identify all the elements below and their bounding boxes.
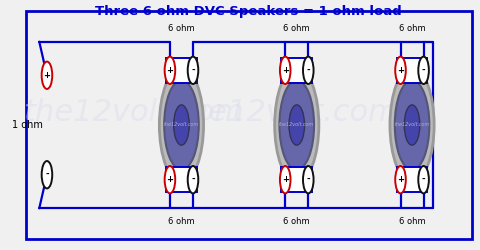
Circle shape bbox=[418, 57, 429, 84]
Text: 6 ohm: 6 ohm bbox=[399, 218, 425, 226]
Text: -: - bbox=[306, 175, 310, 184]
Text: -: - bbox=[191, 66, 195, 75]
Circle shape bbox=[165, 166, 175, 193]
Circle shape bbox=[280, 166, 290, 193]
Text: the12volt.com: the12volt.com bbox=[395, 122, 430, 128]
Text: -: - bbox=[45, 170, 49, 179]
Circle shape bbox=[418, 166, 429, 193]
Text: +: + bbox=[44, 71, 50, 80]
Circle shape bbox=[303, 57, 313, 84]
Text: -: - bbox=[422, 175, 425, 184]
Text: -: - bbox=[306, 66, 310, 75]
Text: +: + bbox=[282, 66, 289, 75]
Circle shape bbox=[395, 166, 406, 193]
Circle shape bbox=[289, 105, 304, 145]
Circle shape bbox=[279, 80, 314, 170]
Text: +: + bbox=[167, 175, 173, 184]
Text: 6 ohm: 6 ohm bbox=[399, 24, 425, 32]
Circle shape bbox=[188, 57, 198, 84]
Text: the12volt.com: the12volt.com bbox=[279, 122, 314, 128]
Circle shape bbox=[42, 62, 52, 89]
Bar bbox=[396, 58, 427, 83]
Text: the12volt.com: the12volt.com bbox=[177, 98, 397, 127]
Text: 6 ohm: 6 ohm bbox=[168, 24, 195, 32]
Circle shape bbox=[395, 80, 429, 170]
Circle shape bbox=[174, 105, 189, 145]
Circle shape bbox=[280, 57, 290, 84]
Circle shape bbox=[42, 161, 52, 188]
Text: +: + bbox=[397, 66, 404, 75]
Text: 6 ohm: 6 ohm bbox=[284, 24, 310, 32]
Bar bbox=[166, 58, 197, 83]
Circle shape bbox=[303, 166, 313, 193]
Text: Three 6 ohm DVC Speakers = 1 ohm load: Three 6 ohm DVC Speakers = 1 ohm load bbox=[96, 6, 402, 18]
Circle shape bbox=[395, 57, 406, 84]
Circle shape bbox=[165, 57, 175, 84]
Bar bbox=[166, 167, 197, 192]
Circle shape bbox=[188, 166, 198, 193]
Text: -: - bbox=[422, 66, 425, 75]
Text: 6 ohm: 6 ohm bbox=[284, 218, 310, 226]
Bar bbox=[396, 167, 427, 192]
Text: +: + bbox=[397, 175, 404, 184]
Bar bbox=[281, 58, 312, 83]
Text: +: + bbox=[167, 66, 173, 75]
Bar bbox=[281, 167, 312, 192]
Circle shape bbox=[275, 68, 319, 182]
Text: +: + bbox=[282, 175, 289, 184]
Text: 6 ohm: 6 ohm bbox=[168, 218, 195, 226]
Circle shape bbox=[404, 105, 420, 145]
Text: 1 ohm: 1 ohm bbox=[12, 120, 43, 130]
Text: -: - bbox=[191, 175, 195, 184]
Circle shape bbox=[159, 68, 204, 182]
Circle shape bbox=[164, 80, 199, 170]
Text: the12volt.com: the12volt.com bbox=[23, 98, 244, 127]
Text: the12volt.com: the12volt.com bbox=[164, 122, 199, 128]
Circle shape bbox=[390, 68, 434, 182]
